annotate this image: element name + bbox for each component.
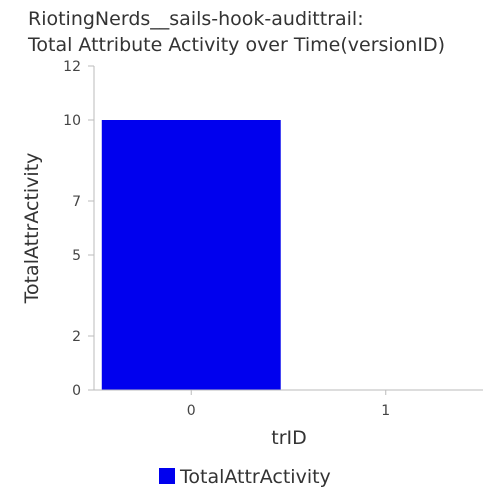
y-axis-title: TotalAttrActivity <box>21 153 43 305</box>
y-tick-label: 7 <box>72 194 81 210</box>
legend-swatch <box>159 468 175 484</box>
chart-title-line-2: Total Attribute Activity over Time(versi… <box>27 34 445 56</box>
legend: TotalAttrActivity <box>159 466 331 488</box>
y-tick-label: 12 <box>63 59 81 75</box>
legend-label: TotalAttrActivity <box>179 466 331 488</box>
y-tick-label: 2 <box>72 329 81 345</box>
plot-area: 0 2 5 7 10 12 0 1 <box>63 59 483 419</box>
chart-title-line-1: RiotingNerds__sails-hook-audittrail: <box>28 8 364 30</box>
y-tick-label: 5 <box>72 248 81 264</box>
x-tick-label: 1 <box>381 403 390 419</box>
y-tick-label: 10 <box>63 113 81 129</box>
y-tick-label: 0 <box>72 383 81 399</box>
x-tick-label: 0 <box>187 403 196 419</box>
x-axis-title: trID <box>271 427 307 449</box>
bar-0 <box>101 120 281 390</box>
